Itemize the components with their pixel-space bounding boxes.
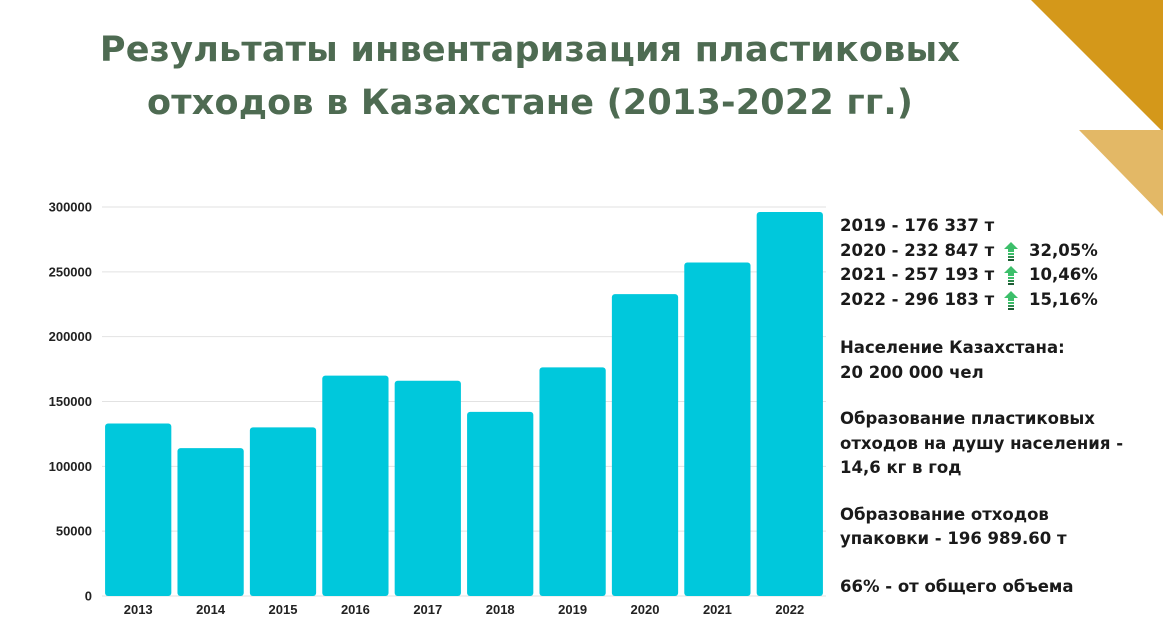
x-tick-label: 2015 — [269, 602, 298, 617]
bar-2020 — [611, 294, 679, 596]
bar-2016 — [322, 375, 389, 596]
y-tick-label: 0 — [85, 589, 92, 604]
packaging-line-2: упаковки - 196 989.60 т — [840, 529, 1067, 548]
bar-2013 — [105, 423, 172, 596]
x-tick-label: 2022 — [775, 602, 804, 617]
bar-chart: 0 50000 100000 150000 200000 250000 300000 201… — [49, 200, 826, 617]
stats-block: 2019 - 176 337 т 2020 - 232 847 т 32,05%… — [840, 214, 1150, 312]
y-tick-label: 150000 — [49, 394, 92, 409]
per-capita-line-2: отходов на душу населения - — [840, 433, 1124, 453]
y-tick-label: 200000 — [49, 329, 92, 344]
y-tick-label: 250000 — [49, 264, 92, 279]
stat-percent: 15,16% — [1029, 289, 1098, 309]
info-panel: 2019 - 176 337 т 2020 - 232 847 т 32,05%… — [840, 214, 1150, 599]
bar-2018 — [467, 411, 534, 596]
population-block: Население Казахстана: 20 200 000 чел — [840, 336, 1150, 385]
stat-percent: 32,05% — [1029, 240, 1098, 260]
page-title: Результаты инвентаризация пластиковых от… — [60, 24, 1000, 130]
bar-2017 — [394, 380, 461, 596]
up-arrow-icon — [1004, 241, 1018, 261]
population-value: 20 200 000 чел — [840, 362, 984, 382]
share-text: 66% - от общего объема — [840, 576, 1074, 596]
y-tick-label: 300000 — [49, 200, 92, 215]
x-tick-label: 2021 — [703, 602, 732, 617]
bar-2022 — [756, 211, 823, 596]
stat-row-2021: 2021 - 257 193 т 10,46% — [840, 263, 1150, 288]
x-tick-label: 2014 — [196, 602, 226, 617]
title-line-1: Результаты инвентаризация пластиковых — [99, 30, 961, 70]
stat-percent: 10,46% — [1029, 265, 1098, 284]
per-capita-block: Образование пластиковых отходов на душу … — [840, 407, 1150, 481]
stat-value: 2021 - 257 193 т — [840, 265, 995, 284]
x-tick-label: 2019 — [558, 602, 587, 617]
title-line-2: отходов в Казахстане (2013-2022 гг.) — [146, 83, 914, 123]
stat-row-2019: 2019 - 176 337 т — [840, 214, 1150, 239]
y-axis-ticks: 0 50000 100000 150000 200000 250000 300000 — [49, 200, 92, 604]
x-tick-label: 2013 — [124, 602, 153, 617]
stat-row-2020: 2020 - 232 847 т 32,05% — [840, 239, 1150, 264]
y-tick-label: 50000 — [56, 524, 92, 539]
bars — [105, 211, 823, 596]
corner-decoration-top — [1031, 0, 1163, 132]
stat-value: 2020 - 232 847 т — [840, 240, 995, 260]
stat-value: 2022 - 296 183 т — [840, 289, 995, 309]
bar-2014 — [177, 448, 244, 596]
x-tick-label: 2017 — [413, 602, 442, 617]
per-capita-line-1: Образование пластиковых — [840, 409, 1095, 428]
up-arrow-icon — [1004, 266, 1018, 285]
bar-2015 — [249, 427, 317, 596]
per-capita-line-3: 14,6 кг в год — [840, 458, 962, 477]
bar-2019 — [539, 367, 606, 596]
x-tick-label: 2020 — [631, 602, 660, 617]
corner-decoration-middle — [1079, 130, 1163, 216]
x-axis-ticks: 2013 2014 2015 2016 2017 2018 2019 2020 2021 2022 — [124, 602, 805, 617]
stat-row-2022: 2022 - 296 183 т 15,16% — [840, 288, 1150, 313]
stat-value: 2019 - 176 337 т — [840, 216, 995, 235]
packaging-line-1: Образование отходов — [840, 504, 1049, 524]
x-tick-label: 2018 — [486, 602, 515, 617]
y-tick-label: 100000 — [49, 459, 92, 474]
x-tick-label: 2016 — [341, 602, 370, 617]
packaging-block: Образование отходов упаковки - 196 989.6… — [840, 503, 1150, 552]
population-label: Население Казахстана: — [840, 338, 1065, 357]
up-arrow-icon — [1004, 290, 1018, 310]
bar-2021 — [684, 262, 751, 596]
